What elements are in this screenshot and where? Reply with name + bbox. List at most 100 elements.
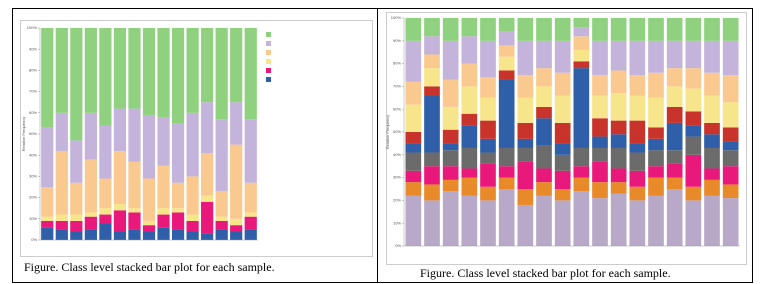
- bar-segment: [442, 40, 459, 80]
- bar-segment: [648, 127, 664, 139]
- legend-swatch: [266, 50, 271, 55]
- bar-segment: [480, 18, 496, 41]
- bar-segment: [536, 106, 552, 119]
- bar-segment: [128, 108, 141, 162]
- bar-segment: [648, 18, 664, 41]
- bar-segment: [442, 166, 459, 180]
- bar-segment: [573, 49, 590, 62]
- bar-segment: [498, 166, 515, 178]
- bar-segment: [113, 150, 127, 204]
- bar-segment: [666, 122, 683, 151]
- bar-segment: [70, 231, 83, 240]
- bar-segment: [244, 229, 257, 240]
- legend-swatch: [266, 59, 271, 64]
- bar-segment: [592, 95, 608, 119]
- y-tick-label: 40%: [393, 152, 401, 157]
- bar-segment: [461, 125, 478, 148]
- bar-segment: [610, 70, 627, 94]
- bar-segment: [536, 168, 552, 183]
- bar-segment: [536, 40, 552, 69]
- bar-segment: [722, 150, 739, 167]
- bar-segment: [201, 153, 214, 196]
- bar-segment: [629, 75, 646, 96]
- y-tick-label: 30%: [29, 173, 37, 178]
- bar-segment: [536, 195, 552, 246]
- bar-segment: [517, 138, 534, 148]
- bar-segment: [666, 18, 683, 41]
- y-tick-label: 30%: [393, 175, 401, 180]
- bar-segment: [230, 218, 243, 226]
- bar-segment: [554, 40, 571, 73]
- bar-segment: [666, 189, 683, 246]
- bar-segment: [113, 28, 127, 109]
- bar-segment: [704, 40, 720, 73]
- bar-segment: [99, 208, 112, 215]
- bar-segment: [424, 166, 440, 185]
- bar-segment: [201, 233, 214, 240]
- table-border: [12, 8, 753, 283]
- bar-segment: [41, 127, 54, 187]
- bar-segment: [405, 170, 422, 183]
- bar-segment: [405, 143, 422, 153]
- y-tick-label: 100%: [27, 25, 38, 30]
- bar-segment: [171, 123, 185, 183]
- bar-segment: [536, 86, 552, 107]
- bar-segment: [244, 212, 257, 217]
- bar-segment: [517, 161, 534, 189]
- bar-segment: [629, 170, 646, 187]
- bar-segment: [113, 210, 127, 232]
- bar-segment: [536, 145, 552, 169]
- bar-segment: [55, 150, 68, 215]
- bar-segment: [215, 191, 228, 217]
- bar-segment: [648, 177, 664, 196]
- y-tick-label: 90%: [29, 46, 37, 51]
- bar-segment: [230, 225, 243, 232]
- bar-segment: [215, 229, 228, 240]
- bar-segment: [186, 28, 199, 113]
- y-tick-label: 70%: [393, 83, 401, 88]
- y-tick-label: 80%: [393, 61, 401, 66]
- bar-segment: [554, 122, 571, 144]
- bar-segment: [573, 147, 590, 167]
- bar-segment: [442, 150, 459, 167]
- bar-segment: [461, 195, 478, 246]
- bar-segment: [171, 229, 185, 240]
- bar-segment: [648, 138, 664, 151]
- bar-segment: [610, 93, 627, 121]
- bar-segment: [536, 182, 552, 196]
- bar-segment: [648, 97, 664, 128]
- bar-segment: [517, 40, 534, 75]
- y-tick-label: 90%: [393, 38, 401, 43]
- y-tick-label: 100%: [391, 15, 402, 20]
- bar-segment: [685, 154, 702, 187]
- bar-segment: [171, 208, 185, 213]
- bar-segment: [554, 95, 571, 123]
- bar-segment: [573, 36, 590, 50]
- y-tick-label: 40%: [29, 152, 37, 157]
- bar-segment: [55, 112, 68, 151]
- bar-segment: [461, 147, 478, 169]
- bar-segment: [99, 28, 112, 126]
- bar-segment: [424, 200, 440, 246]
- bar-segment: [405, 195, 422, 246]
- bar-segment: [685, 186, 702, 201]
- bar-segment: [186, 214, 199, 221]
- bar-segment: [157, 214, 170, 228]
- bar-segment: [554, 72, 571, 96]
- bar-segment: [201, 102, 214, 154]
- bar-segment: [517, 18, 534, 41]
- bar-segment: [99, 125, 112, 179]
- bar-segment: [84, 216, 97, 230]
- bar-segment: [424, 152, 440, 167]
- bar-segment: [517, 189, 534, 205]
- bar-segment: [480, 40, 496, 78]
- bar-segment: [405, 81, 422, 105]
- bar-segment: [498, 45, 515, 57]
- bar-segment: [201, 201, 214, 234]
- bar-segment: [230, 144, 243, 219]
- bar-segment: [573, 166, 590, 178]
- bar-segment: [442, 143, 459, 151]
- y-tick-label: 60%: [29, 110, 37, 115]
- bar-segment: [157, 28, 170, 118]
- bar-segment: [666, 68, 683, 87]
